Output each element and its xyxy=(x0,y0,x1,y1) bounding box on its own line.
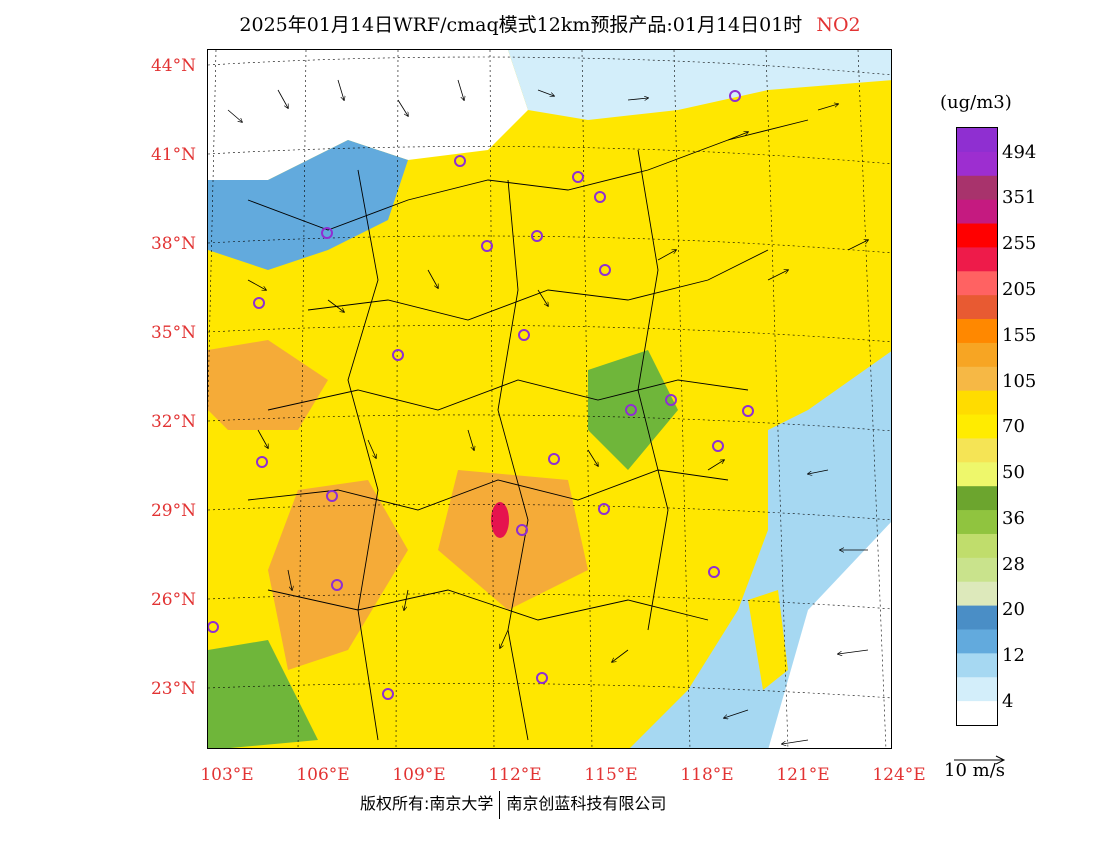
color-bar-swatch xyxy=(957,486,997,511)
copyright-footer: 版权所有:南京大学 南京创蓝科技有限公司 xyxy=(360,790,666,819)
lon-label: 115°E xyxy=(584,765,638,785)
legend-label: 50 xyxy=(1002,462,1025,483)
legend-label: 36 xyxy=(1002,508,1025,529)
chart-title: 2025年01月14日WRF/cmaq模式12km预报产品:01月14日01时 N… xyxy=(0,10,1100,37)
region-sc-orange xyxy=(268,480,408,670)
footer-divider xyxy=(499,790,501,819)
color-bar-swatch xyxy=(957,653,997,678)
region-central-orange xyxy=(438,470,588,610)
legend-label: 12 xyxy=(1002,645,1025,666)
color-bar-swatch xyxy=(957,629,997,654)
color-bar-swatch xyxy=(957,510,997,535)
color-bar-swatch xyxy=(957,247,997,272)
color-bar-swatch xyxy=(957,199,997,225)
color-bar-swatch xyxy=(957,295,997,320)
color-bar xyxy=(956,127,998,726)
legend-label: 494 xyxy=(1002,142,1037,163)
lat-label: 35°N xyxy=(150,323,196,343)
lon-label: 118°E xyxy=(680,765,734,785)
color-bar-swatch xyxy=(957,605,997,630)
wind-reference-arrow xyxy=(954,755,1006,765)
legend-label: 351 xyxy=(1002,187,1037,208)
lat-label: 26°N xyxy=(150,590,196,610)
province-boundaries xyxy=(247,119,809,741)
island-taiwan xyxy=(748,590,788,690)
region-north-clean xyxy=(208,50,528,180)
species-label: NO2 xyxy=(816,14,861,36)
lat-label: 32°N xyxy=(150,412,196,432)
color-bar-swatch xyxy=(957,175,997,201)
legend-unit: (ug/m3) xyxy=(940,92,1012,113)
color-bar-swatch xyxy=(957,319,997,344)
legend-label: 205 xyxy=(1002,279,1037,300)
wind-vectors xyxy=(227,79,868,744)
color-bar-swatch xyxy=(957,438,997,463)
legend-label: 255 xyxy=(1002,233,1037,254)
lon-label: 121°E xyxy=(776,765,830,785)
legend-label: 155 xyxy=(1002,325,1037,346)
color-bar-swatch xyxy=(957,390,997,416)
lat-label: 44°N xyxy=(150,56,196,76)
color-bar-swatch xyxy=(957,581,997,607)
color-bar-swatch xyxy=(957,701,997,725)
lon-label: 112°E xyxy=(488,765,542,785)
region-sw-orange xyxy=(208,340,328,430)
lon-label: 106°E xyxy=(296,765,350,785)
hotspot-red xyxy=(491,502,509,538)
lat-label: 29°N xyxy=(150,501,196,521)
title-text: 2025年01月14日WRF/cmaq模式12km预报产品:01月14日01时 xyxy=(239,14,803,36)
legend-label: 4 xyxy=(1002,691,1014,712)
lat-label: 38°N xyxy=(150,234,196,254)
color-bar-swatch xyxy=(957,151,997,177)
legend-label: 20 xyxy=(1002,599,1025,620)
color-bar-swatch xyxy=(957,677,997,702)
color-bar-swatch xyxy=(957,533,997,559)
color-bar-swatch xyxy=(957,342,997,368)
color-bar-swatch xyxy=(957,366,997,392)
map-canvas xyxy=(208,50,891,748)
region-sw-green xyxy=(208,640,318,748)
color-bar-swatch xyxy=(957,223,997,248)
legend-label: 105 xyxy=(1002,371,1037,392)
region-north-blue xyxy=(508,50,891,120)
wind-reference-label: 10 m/s xyxy=(944,760,1005,781)
concentration-map[interactable] xyxy=(207,49,892,749)
legend-label: 70 xyxy=(1002,416,1025,437)
region-east-green xyxy=(588,350,678,470)
lon-label: 109°E xyxy=(392,765,446,785)
city-markers xyxy=(208,90,754,700)
copyright-right: 南京创蓝科技有限公司 xyxy=(506,794,667,813)
legend-label: 28 xyxy=(1002,554,1025,575)
lat-label: 23°N xyxy=(150,679,196,699)
color-bar-swatch xyxy=(957,462,997,487)
lon-label: 124°E xyxy=(872,765,926,785)
copyright-left: 版权所有:南京大学 xyxy=(360,794,494,813)
color-bar-swatch xyxy=(957,271,997,296)
color-bar-swatch xyxy=(957,557,997,583)
color-bar-swatch xyxy=(957,128,997,153)
region-sea-clean xyxy=(768,522,891,748)
lat-label: 41°N xyxy=(150,145,196,165)
lon-label: 103°E xyxy=(200,765,254,785)
color-bar-swatch xyxy=(957,414,997,439)
